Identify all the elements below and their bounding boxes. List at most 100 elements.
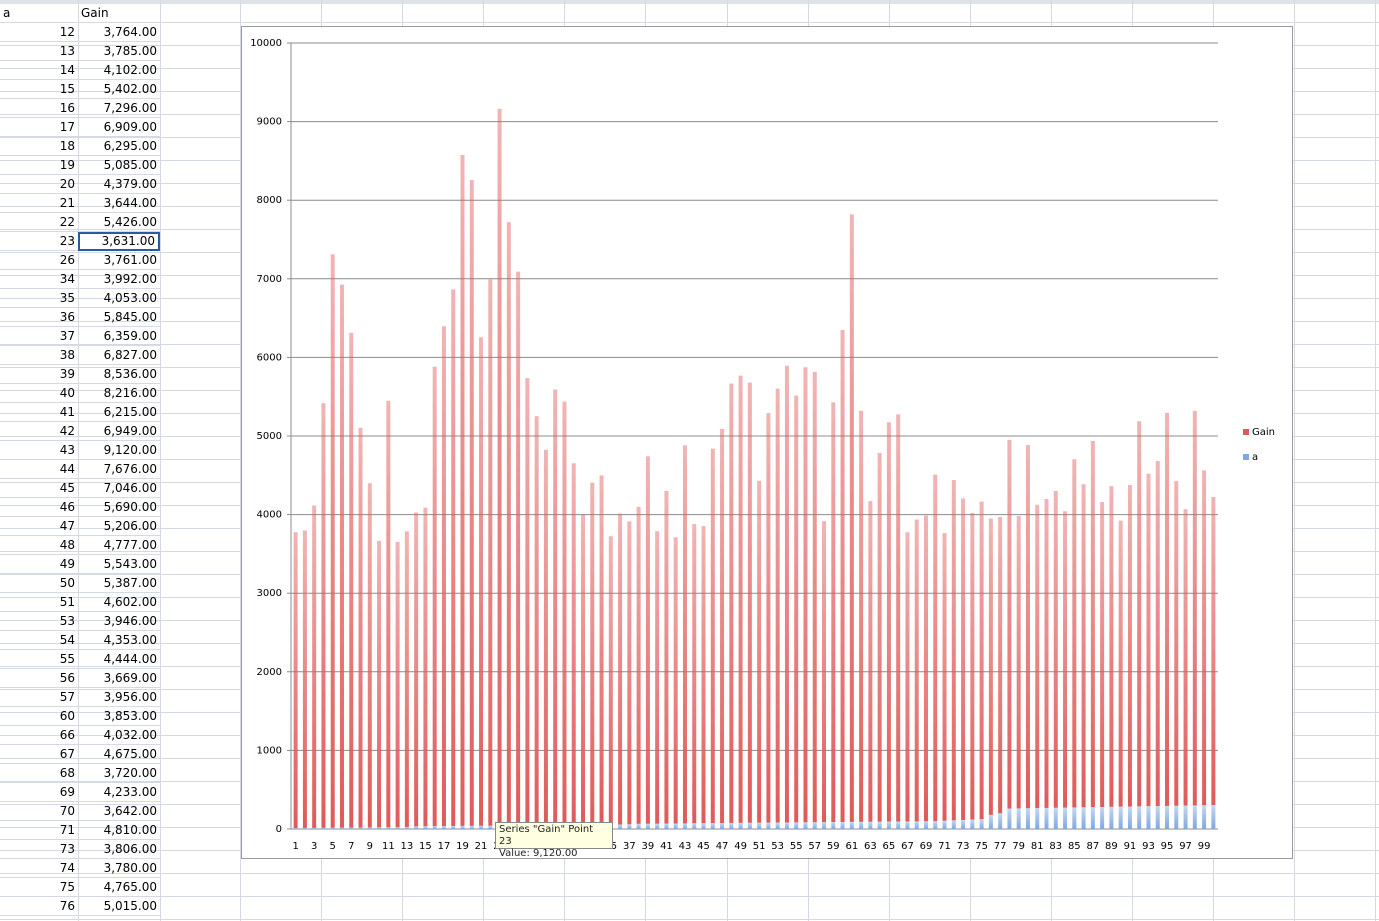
- cell[interactable]: 76: [0, 897, 78, 916]
- cell[interactable]: 55: [0, 650, 78, 669]
- cell[interactable]: 19: [0, 156, 78, 175]
- cell[interactable]: 4,444.00: [78, 650, 160, 669]
- cell[interactable]: 5,015.00: [78, 897, 160, 916]
- cell[interactable]: 37: [0, 327, 78, 346]
- cell[interactable]: 44: [0, 460, 78, 479]
- cell[interactable]: 6,215.00: [78, 403, 160, 422]
- cell[interactable]: 49: [0, 555, 78, 574]
- cell[interactable]: 48: [0, 536, 78, 555]
- cell[interactable]: 4,810.00: [78, 821, 160, 840]
- cell[interactable]: 4,602.00: [78, 593, 160, 612]
- cell[interactable]: 16: [0, 99, 78, 118]
- cell[interactable]: 39: [0, 365, 78, 384]
- cell[interactable]: 43: [0, 441, 78, 460]
- cell[interactable]: 3,669.00: [78, 669, 160, 688]
- cell[interactable]: 73: [0, 840, 78, 859]
- cell[interactable]: 4,379.00: [78, 175, 160, 194]
- cell[interactable]: 70: [0, 802, 78, 821]
- bar: [479, 825, 484, 829]
- cell[interactable]: 3,853.00: [78, 707, 160, 726]
- cell[interactable]: 71: [0, 821, 78, 840]
- cell[interactable]: 5,690.00: [78, 498, 160, 517]
- cell[interactable]: 9,120.00: [78, 441, 160, 460]
- cell[interactable]: 60: [0, 707, 78, 726]
- cell[interactable]: 5,426.00: [78, 213, 160, 232]
- cell[interactable]: 3,642.00: [78, 802, 160, 821]
- cell[interactable]: 22: [0, 213, 78, 232]
- cell[interactable]: 4,233.00: [78, 783, 160, 802]
- cell[interactable]: 8,536.00: [78, 365, 160, 384]
- cell[interactable]: 20: [0, 175, 78, 194]
- cell[interactable]: 14: [0, 61, 78, 80]
- cell[interactable]: 4,765.00: [78, 878, 160, 897]
- cell[interactable]: 42: [0, 422, 78, 441]
- cell[interactable]: 75: [0, 878, 78, 897]
- cell[interactable]: 3,946.00: [78, 612, 160, 631]
- cell[interactable]: 40: [0, 384, 78, 403]
- cell[interactable]: 5,387.00: [78, 574, 160, 593]
- cell[interactable]: 4,102.00: [78, 61, 160, 80]
- bar: [933, 474, 938, 822]
- cell[interactable]: 3,780.00: [78, 859, 160, 878]
- cell[interactable]: 5,543.00: [78, 555, 160, 574]
- cell[interactable]: 41: [0, 403, 78, 422]
- cell[interactable]: 3,806.00: [78, 840, 160, 859]
- cell[interactable]: 6,949.00: [78, 422, 160, 441]
- cell[interactable]: 5,402.00: [78, 80, 160, 99]
- cell[interactable]: 56: [0, 669, 78, 688]
- cell[interactable]: 68: [0, 764, 78, 783]
- cell[interactable]: 7,046.00: [78, 479, 160, 498]
- cell[interactable]: 6,359.00: [78, 327, 160, 346]
- cell[interactable]: 35: [0, 289, 78, 308]
- cell[interactable]: 4,777.00: [78, 536, 160, 555]
- cell[interactable]: 7,296.00: [78, 99, 160, 118]
- cell[interactable]: 34: [0, 270, 78, 289]
- cell[interactable]: 21: [0, 194, 78, 213]
- cell[interactable]: 74: [0, 859, 78, 878]
- cell[interactable]: 67: [0, 745, 78, 764]
- cell[interactable]: 4,675.00: [78, 745, 160, 764]
- cell[interactable]: 3,956.00: [78, 688, 160, 707]
- cell[interactable]: 6,295.00: [78, 137, 160, 156]
- cell[interactable]: 51: [0, 593, 78, 612]
- cell[interactable]: 66: [0, 726, 78, 745]
- cell[interactable]: 5,845.00: [78, 308, 160, 327]
- cell[interactable]: 50: [0, 574, 78, 593]
- cell[interactable]: 5,206.00: [78, 517, 160, 536]
- cell[interactable]: 4,353.00: [78, 631, 160, 650]
- cell[interactable]: 4,053.00: [78, 289, 160, 308]
- cell[interactable]: a: [0, 4, 78, 23]
- cell[interactable]: 7,676.00: [78, 460, 160, 479]
- cell[interactable]: 6,827.00: [78, 346, 160, 365]
- cell[interactable]: 3,992.00: [78, 270, 160, 289]
- cell[interactable]: 3,764.00: [78, 23, 160, 42]
- cell[interactable]: 53: [0, 612, 78, 631]
- cell[interactable]: 26: [0, 251, 78, 270]
- cell[interactable]: 36: [0, 308, 78, 327]
- cell[interactable]: 45: [0, 479, 78, 498]
- cell[interactable]: 13: [0, 42, 78, 61]
- cell[interactable]: 12: [0, 23, 78, 42]
- cell[interactable]: 54: [0, 631, 78, 650]
- cell[interactable]: 23: [0, 232, 78, 251]
- cell[interactable]: Gain: [78, 4, 160, 23]
- bar: [441, 826, 446, 829]
- bar: [330, 827, 335, 829]
- cell[interactable]: 69: [0, 783, 78, 802]
- cell[interactable]: 47: [0, 517, 78, 536]
- cell[interactable]: 3,720.00: [78, 764, 160, 783]
- cell[interactable]: 46: [0, 498, 78, 517]
- cell[interactable]: 3,644.00: [78, 194, 160, 213]
- cell[interactable]: 57: [0, 688, 78, 707]
- cell[interactable]: 15: [0, 80, 78, 99]
- cell[interactable]: 8,216.00: [78, 384, 160, 403]
- cell[interactable]: 17: [0, 118, 78, 137]
- cell[interactable]: 6,909.00: [78, 118, 160, 137]
- cell[interactable]: 18: [0, 137, 78, 156]
- cell[interactable]: 4,032.00: [78, 726, 160, 745]
- cell[interactable]: 3,785.00: [78, 42, 160, 61]
- cell[interactable]: 3,761.00: [78, 251, 160, 270]
- cell[interactable]: 38: [0, 346, 78, 365]
- cell[interactable]: 5,085.00: [78, 156, 160, 175]
- cell[interactable]: 3,631.00: [78, 232, 160, 251]
